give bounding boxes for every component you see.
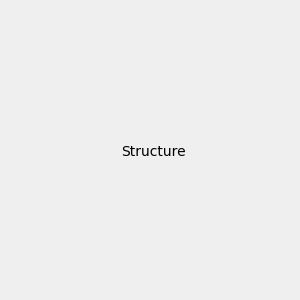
Text: Structure: Structure — [122, 145, 186, 158]
